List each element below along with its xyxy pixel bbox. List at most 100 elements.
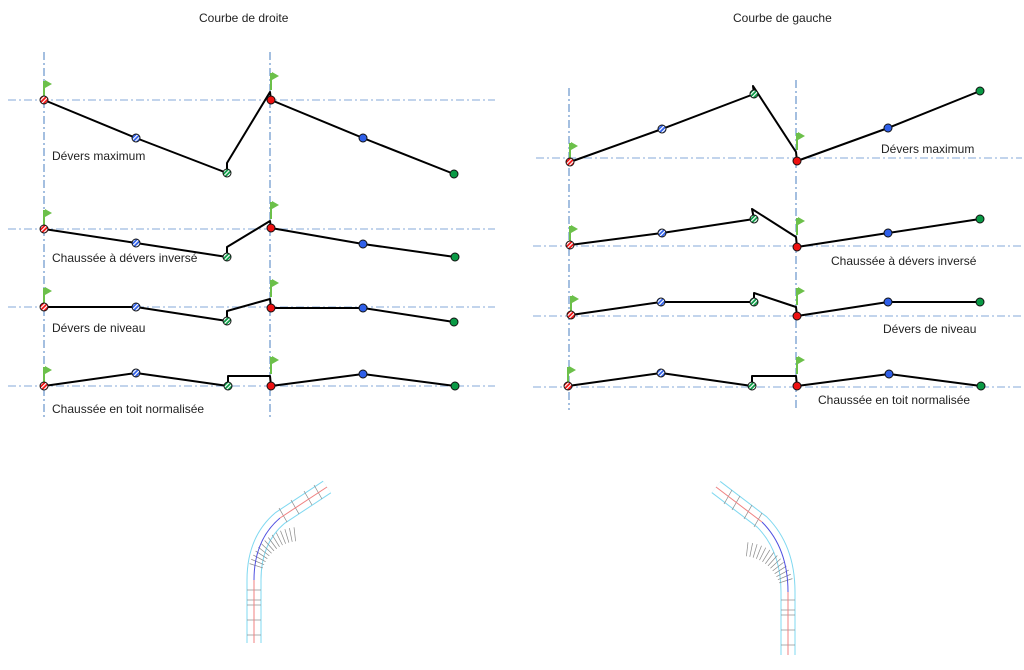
station-tick (293, 527, 296, 542)
flag-icon (270, 201, 279, 219)
crossfall-profile-line (44, 298, 455, 323)
solid-point-icon (975, 86, 985, 96)
station-tick (280, 530, 286, 544)
flag-icon (270, 356, 279, 374)
station-tick (313, 484, 323, 500)
crossfall-profile-line (43, 372, 456, 387)
station-tick (261, 543, 272, 554)
crossfall-profile-line (43, 91, 455, 175)
station-tick (753, 512, 763, 528)
station-tick (284, 529, 290, 543)
road-plan-right-curve (246, 480, 332, 643)
road-surface (712, 481, 795, 655)
flag-icon (567, 366, 576, 384)
solid-point-icon (266, 95, 276, 105)
flag-banner (571, 225, 578, 233)
crossfall-profile-line (570, 292, 980, 317)
flag-banner (272, 356, 279, 364)
station-tick (778, 578, 793, 584)
flag-icon (796, 287, 805, 305)
flag-icon (570, 295, 579, 313)
flag-icon (796, 132, 805, 150)
solid-point-icon (884, 369, 894, 379)
solid-point-icon (266, 303, 276, 313)
station-tick (275, 532, 283, 546)
crossfall-profile-line (569, 208, 981, 248)
station-tick (746, 542, 749, 557)
flag-banner (798, 132, 805, 140)
solid-point-icon (792, 156, 802, 166)
flag-banner (569, 366, 576, 374)
station-tick (772, 561, 784, 572)
station-tick (264, 540, 275, 552)
station-tick (749, 542, 753, 557)
solid-point-icon (975, 214, 985, 224)
station-tick (762, 549, 771, 562)
row-label: Chaussée à dévers inversé (831, 254, 977, 268)
row-label: Chaussée en toit normalisée (52, 402, 205, 416)
solid-point-icon (266, 223, 276, 233)
flag-icon (569, 225, 578, 243)
hatched-point-icon (566, 310, 576, 320)
panel-title-left-curve: Courbe de gauche (733, 11, 832, 25)
station-tick (289, 527, 293, 542)
hatched-point-icon (657, 228, 667, 238)
hatched-point-icon (223, 381, 233, 391)
hatched-point-icon (222, 252, 232, 262)
solid-point-icon (883, 228, 893, 238)
hatched-point-icon (563, 381, 573, 391)
hatched-point-icon (749, 214, 759, 224)
station-tick (731, 495, 741, 511)
flag-banner (45, 209, 52, 217)
road-surface (247, 481, 331, 643)
flag-icon (43, 287, 52, 305)
flag-banner (45, 80, 52, 88)
solid-point-icon (883, 297, 893, 307)
row-label: Chaussée en toit normalisée (818, 393, 971, 407)
station-tick (251, 558, 265, 566)
flag-banner (798, 287, 805, 295)
row-label: Chaussée à dévers inversé (52, 251, 198, 265)
row-label: Dévers de niveau (883, 322, 977, 336)
flag-banner (798, 356, 805, 364)
flag-banner (45, 287, 52, 295)
station-tick (258, 546, 270, 557)
row-label: Dévers de niveau (52, 321, 146, 335)
solid-point-icon (358, 369, 368, 379)
flag-banner (798, 217, 805, 225)
hatched-point-icon (131, 238, 141, 248)
solid-point-icon (358, 303, 368, 313)
solid-point-icon (358, 239, 368, 249)
flag-icon (43, 209, 52, 227)
flag-banner (272, 72, 279, 80)
hatched-point-icon (657, 124, 667, 134)
solid-point-icon (449, 317, 459, 327)
flag-icon (270, 279, 279, 297)
flag-icon (796, 356, 805, 374)
solid-point-icon (792, 311, 802, 321)
solid-point-icon (792, 242, 802, 252)
hatched-point-icon (565, 240, 575, 250)
station-tick (767, 555, 778, 567)
station-tick (723, 489, 733, 505)
flag-banner (45, 366, 52, 374)
markers-layer (39, 72, 986, 391)
crossfall-profile-line (569, 85, 981, 163)
hatched-point-icon (222, 316, 232, 326)
road-centerline-curve (761, 521, 789, 593)
flag-icon (270, 72, 279, 90)
station-tick (774, 565, 787, 574)
solid-point-icon (883, 123, 893, 133)
station-tick (271, 534, 280, 547)
hatched-point-icon (131, 368, 141, 378)
hatched-point-icon (749, 89, 759, 99)
hatched-point-icon (749, 297, 759, 307)
hatched-point-icon (131, 133, 141, 143)
row-label: Dévers maximum (52, 149, 146, 163)
hatched-point-icon (656, 368, 666, 378)
solid-point-icon (266, 381, 276, 391)
hatched-point-icon (39, 381, 49, 391)
station-tick (777, 573, 791, 581)
station-tick (253, 554, 266, 562)
